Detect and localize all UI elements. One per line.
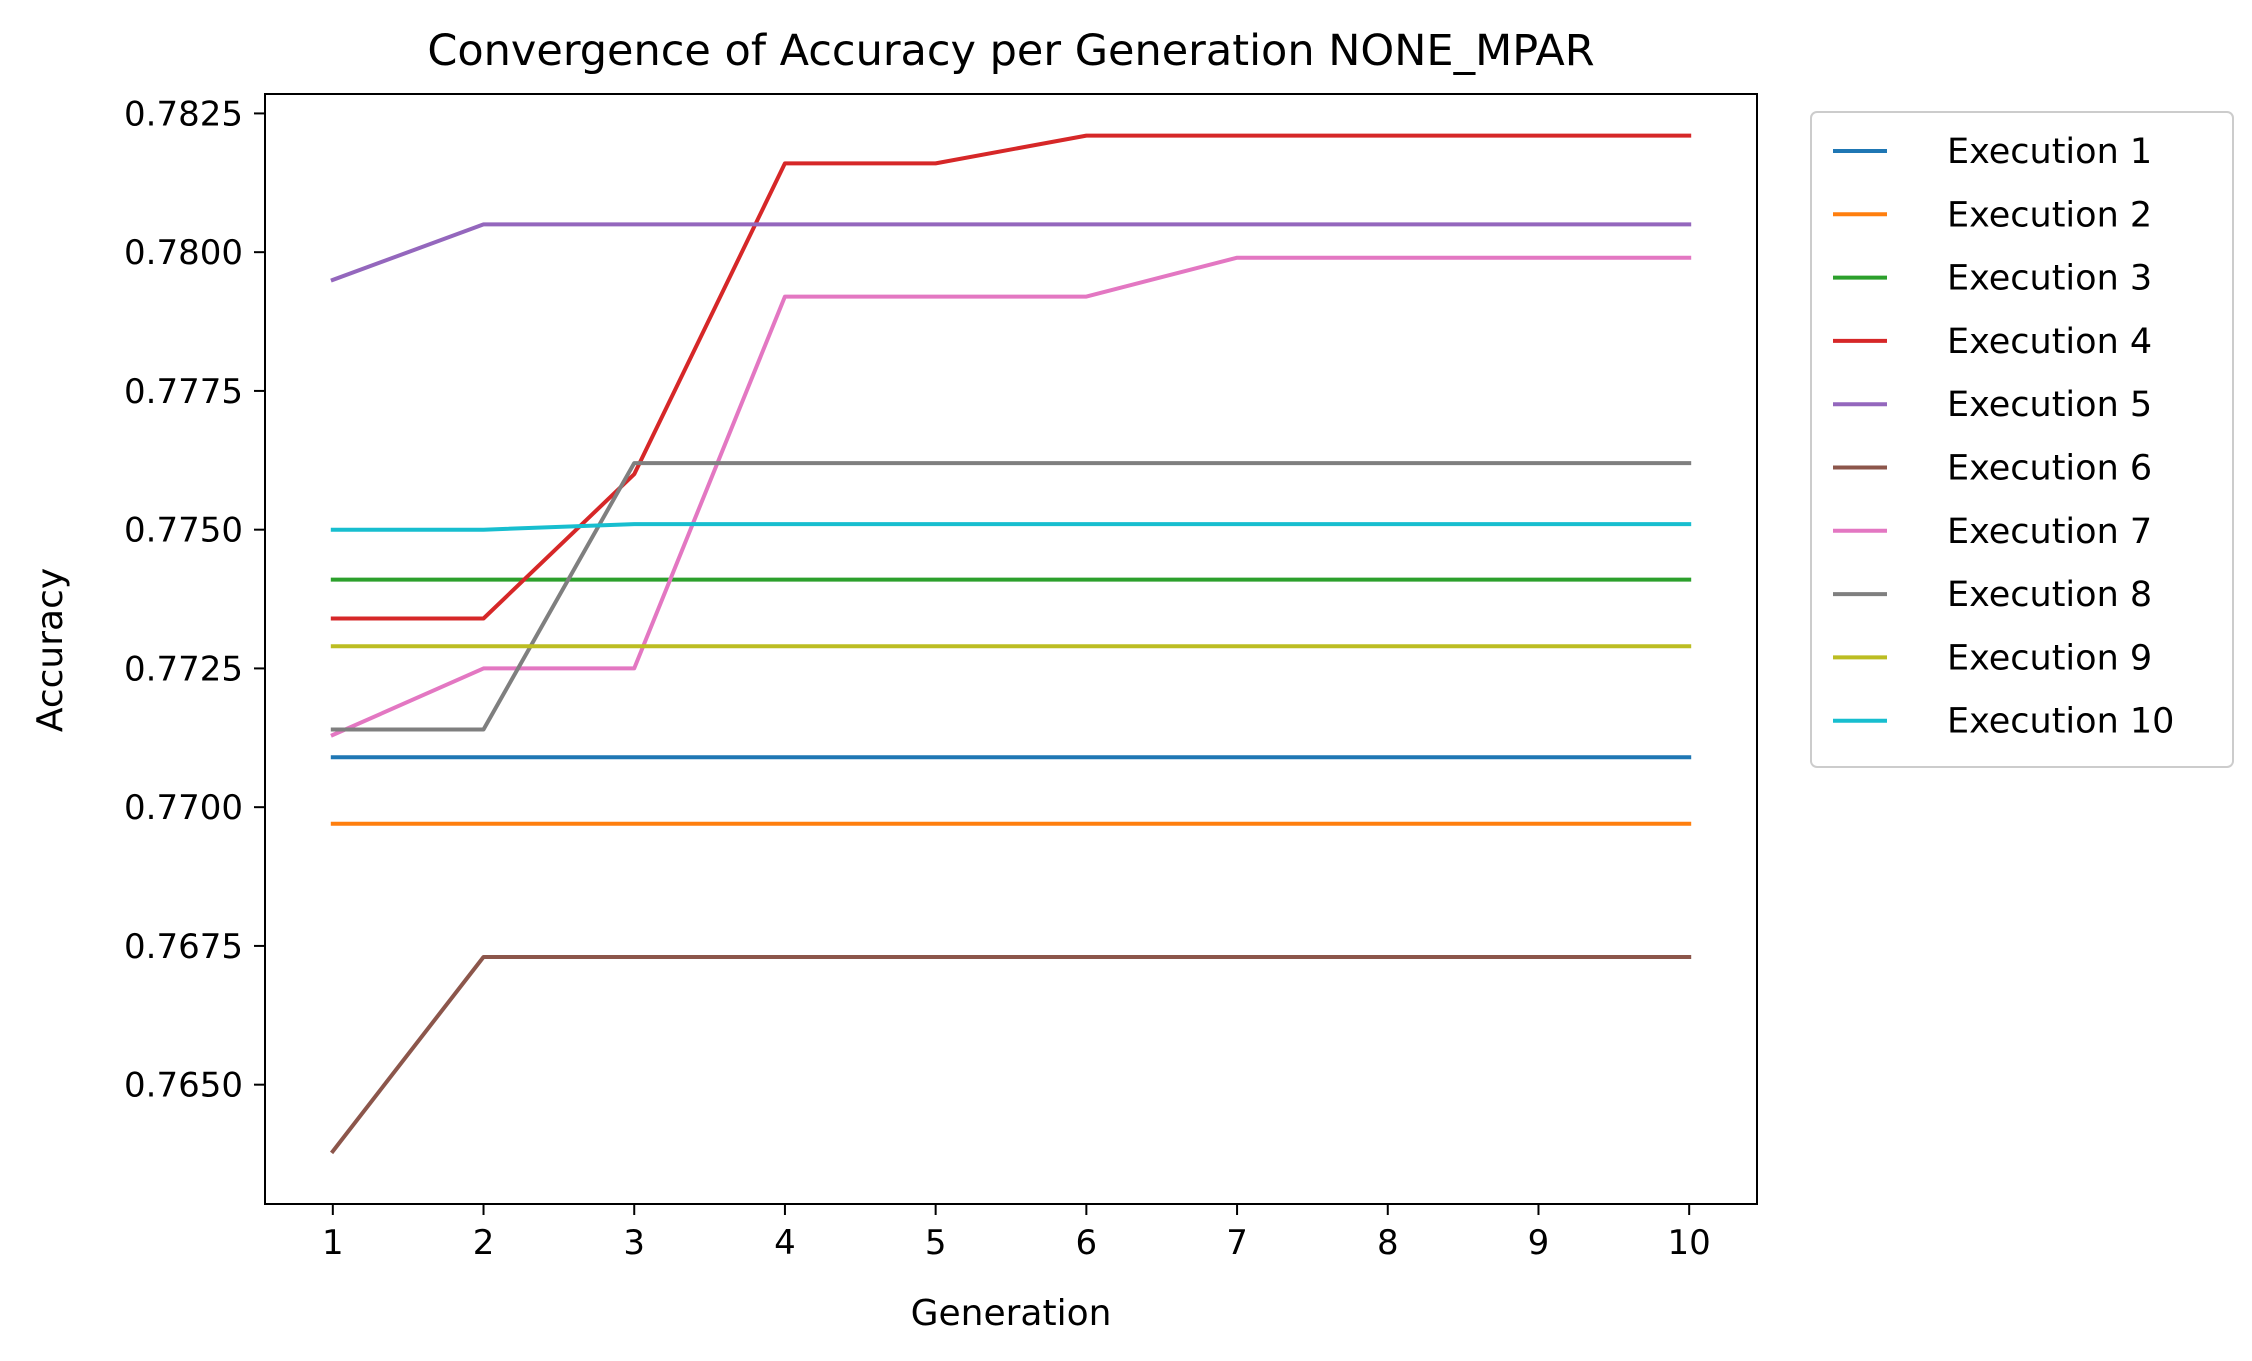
- x-tick-label: 4: [774, 1223, 796, 1263]
- x-tick-label: 8: [1377, 1223, 1399, 1263]
- x-axis-label: Generation: [911, 1293, 1112, 1334]
- plot-area: [264, 93, 1758, 1205]
- legend-label-6: Execution 6: [1947, 449, 2152, 489]
- y-tick-label: 0.7675: [124, 927, 243, 967]
- legend-label-2: Execution 2: [1947, 195, 2152, 235]
- series-line-7: [330, 255, 1692, 738]
- legend-label-3: Execution 3: [1947, 259, 2152, 299]
- legend-label-5: Execution 5: [1947, 385, 2152, 425]
- plot-frame: [264, 93, 1758, 1205]
- y-tick-label: 0.7650: [124, 1066, 243, 1106]
- legend-box: [1810, 111, 2234, 768]
- x-tick-label: 10: [1668, 1223, 1711, 1263]
- y-axis-label: Accuracy: [30, 568, 71, 732]
- legend-label-9: Execution 9: [1947, 638, 2152, 678]
- legend-label-1: Execution 1: [1947, 132, 2152, 172]
- x-axis: 1 2 3 4 5 6 7 8 9 10: [322, 1204, 1711, 1263]
- series-line-6: [329, 955, 1692, 1155]
- x-tick-label: 7: [1226, 1223, 1248, 1263]
- x-tick-label: 5: [925, 1223, 947, 1263]
- y-axis: 0.7650 0.7675 0.7700 0.7725 0.7750 0.7775 0.78…: [124, 94, 265, 1106]
- legend-label-8: Execution 8: [1947, 575, 2152, 615]
- y-tick-label: 0.7800: [124, 233, 243, 273]
- series-line-10: [330, 522, 1692, 532]
- legend-label-10: Execution 10: [1947, 702, 2174, 742]
- y-tick-label: 0.7700: [124, 788, 243, 828]
- legend-label-7: Execution 7: [1947, 512, 2152, 552]
- x-tick-label: 9: [1528, 1223, 1550, 1263]
- legend-label-4: Execution 4: [1947, 322, 2152, 362]
- legend: Execution 1 Execution 2 Execution 3 Executi…: [1810, 111, 2234, 768]
- y-tick-label: 0.7750: [124, 511, 243, 551]
- y-tick-label: 0.7825: [124, 94, 243, 134]
- x-tick-label: 6: [1076, 1223, 1098, 1263]
- y-tick-label: 0.7725: [124, 649, 243, 689]
- y-tick-label: 0.7775: [124, 372, 243, 412]
- x-tick-label: 3: [623, 1223, 645, 1263]
- series-line-4: [330, 133, 1692, 621]
- x-tick-label: 1: [322, 1223, 344, 1263]
- x-tick-label: 2: [473, 1223, 495, 1263]
- chart-title: Convergence of Accuracy per Generation N…: [427, 26, 1594, 76]
- series-line-5: [330, 222, 1692, 283]
- series-line-8: [330, 461, 1692, 732]
